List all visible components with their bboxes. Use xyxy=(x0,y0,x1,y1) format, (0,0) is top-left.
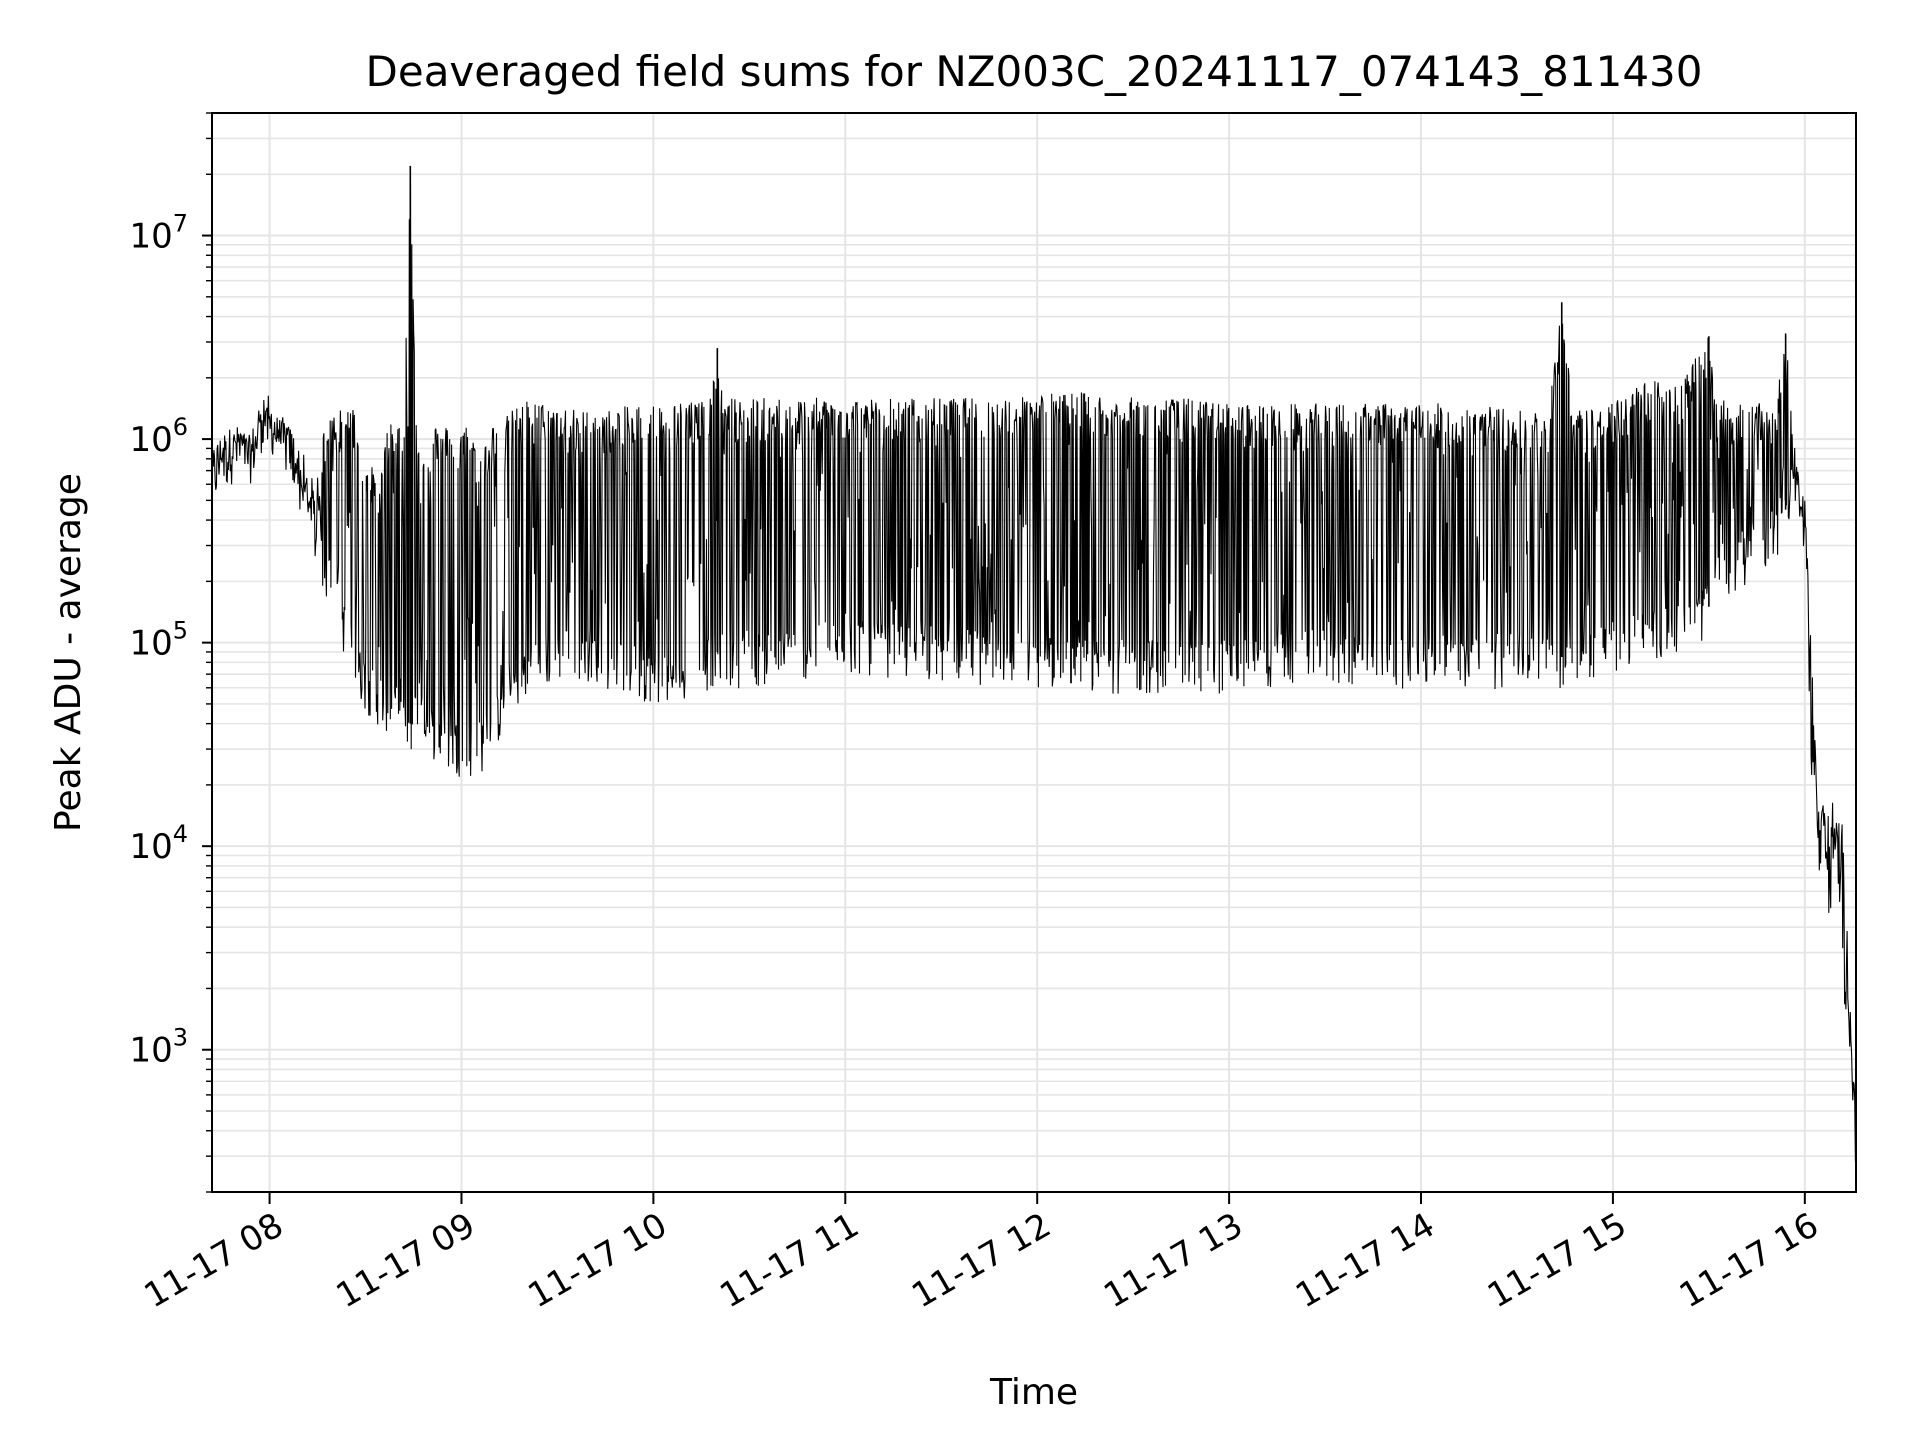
x-tick-label: 11-17 14 xyxy=(1289,1205,1441,1316)
y-tick-label: 106 xyxy=(129,413,188,460)
series-layer xyxy=(211,165,1857,1162)
x-tick-label: 11-17 12 xyxy=(905,1205,1057,1316)
y-tick-label: 104 xyxy=(129,820,188,867)
x-tick-label: 11-17 10 xyxy=(521,1205,673,1316)
y-axis-label: Peak ADU - average xyxy=(48,473,89,832)
y-tick-label: 107 xyxy=(129,210,188,257)
x-tick-label: 11-17 11 xyxy=(713,1205,865,1316)
y-tick-label: 105 xyxy=(129,617,188,664)
x-tick-label: 11-17 16 xyxy=(1673,1205,1825,1316)
grid-lines xyxy=(212,112,1856,1193)
x-tick-label: 11-17 08 xyxy=(138,1205,290,1316)
y-tick-label: 103 xyxy=(129,1024,188,1071)
x-tick-label: 11-17 15 xyxy=(1481,1205,1633,1316)
chart-title: Deaveraged field sums for NZ003C_2024111… xyxy=(366,47,1703,96)
x-axis-label: Time xyxy=(989,1372,1078,1413)
axis-ticks: 11-17 08 11-17 09 11-17 10 11-17 11 11-17 12… xyxy=(129,112,1825,1316)
x-tick-label: 11-17 13 xyxy=(1097,1205,1249,1316)
series-line xyxy=(211,183,1857,1162)
x-tick-label: 11-17 09 xyxy=(330,1205,482,1316)
